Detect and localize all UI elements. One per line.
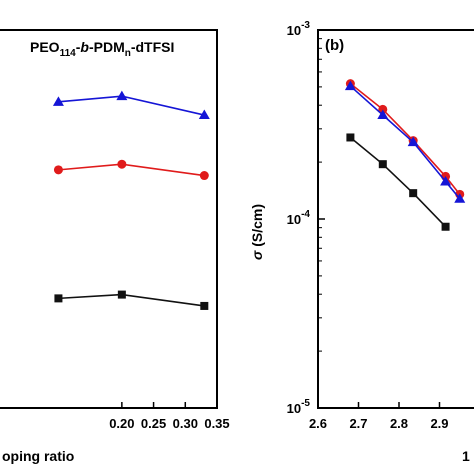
right-x-tick-label: 2.7 xyxy=(349,416,367,431)
left-x-axis-title: oping ratio xyxy=(2,448,74,464)
right-data-point xyxy=(407,136,419,147)
left-data-point xyxy=(117,290,126,299)
left-data-point xyxy=(53,165,63,175)
left-series-circle xyxy=(53,159,209,181)
right-series-triangle xyxy=(344,80,466,203)
right-data-point xyxy=(454,193,466,203)
left-series-line xyxy=(58,163,205,177)
left-data-point xyxy=(200,301,209,310)
left-x-tick-label: 0.20 xyxy=(109,416,134,431)
left-series-triangle xyxy=(52,90,210,120)
right-y-tick-label: 10-3 xyxy=(287,20,311,38)
left-series-square xyxy=(54,290,209,310)
right-data-point xyxy=(441,222,450,231)
left-data-point xyxy=(116,90,128,101)
right-x-tick-label: 2.6 xyxy=(309,416,327,431)
right-data-point xyxy=(377,109,389,120)
right-panel: (b) σ (S/cm) 1 10-5 10-4 10-3 2.6 2.7 2.8 2.9 xyxy=(249,20,474,464)
right-data-point xyxy=(378,160,387,169)
right-y-axis-title: σ (S/cm) xyxy=(249,204,265,260)
right-x-tick-label: 2.9 xyxy=(430,416,448,431)
left-x-tick-label: 0.30 xyxy=(173,416,198,431)
left-series-line xyxy=(58,293,205,307)
right-data-point xyxy=(346,133,355,142)
left-data-point xyxy=(52,96,64,106)
left-x-tick-label: 0.25 xyxy=(141,416,166,431)
right-data-point xyxy=(344,80,356,91)
left-data-point xyxy=(54,294,63,303)
right-x-tick-label: 2.8 xyxy=(390,416,408,431)
left-series-line xyxy=(58,95,205,116)
left-data-point xyxy=(117,159,127,169)
left-x-tick-label: 0.35 xyxy=(204,416,229,431)
right-y-tick-label: 10-4 xyxy=(287,209,311,227)
right-data-point xyxy=(378,104,388,114)
left-plot-frame xyxy=(0,29,218,409)
right-data-point xyxy=(409,189,418,198)
left-data-point xyxy=(198,109,210,120)
left-panel: PEO114-b-PDMn-dTFSI oping ratio 0.20 0.25… xyxy=(0,29,230,464)
right-series-line xyxy=(349,136,447,228)
right-data-point xyxy=(440,175,452,186)
right-x-axis-title: 1 xyxy=(462,448,470,464)
panel-label-b: (b) xyxy=(325,37,344,54)
right-series-square xyxy=(346,133,450,231)
left-data-point xyxy=(199,171,209,181)
left-annotation: PEO114-b-PDMn-dTFSI xyxy=(30,39,174,59)
right-y-tick-label: 10-5 xyxy=(287,398,311,416)
right-plot-frame xyxy=(317,29,474,409)
